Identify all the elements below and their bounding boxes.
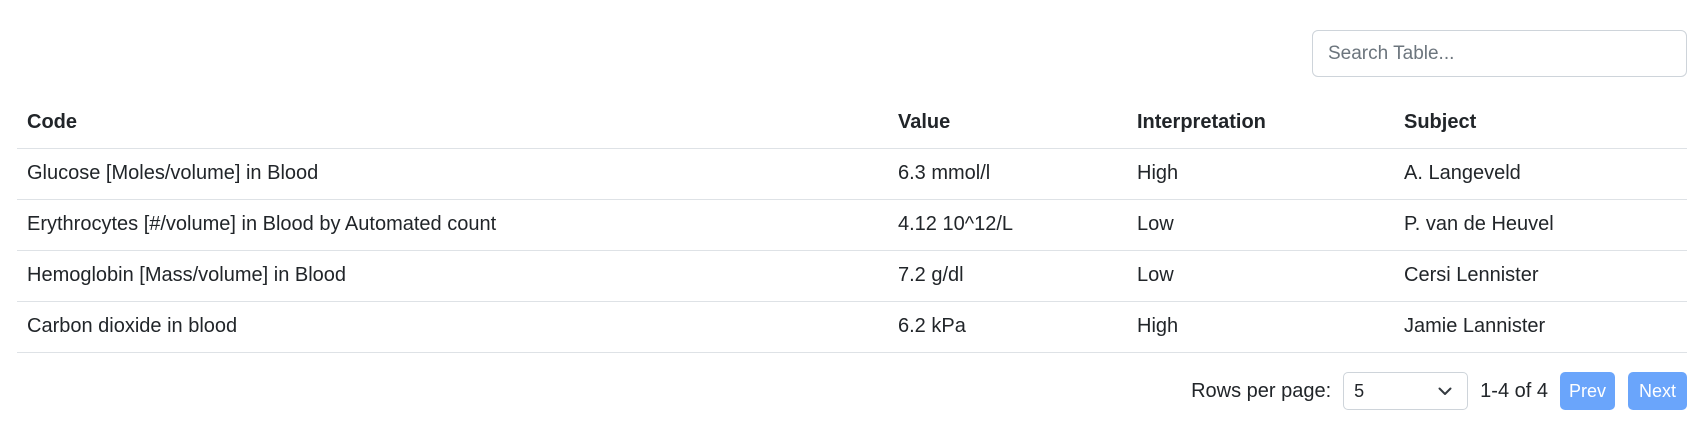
column-header-code[interactable]: Code	[17, 97, 888, 149]
table-row[interactable]: Erythrocytes [#/volume] in Blood by Auto…	[17, 199, 1687, 251]
table-row[interactable]: Hemoglobin [Mass/volume] in Blood 7.2 g/…	[17, 250, 1687, 302]
cell-interpretation: High	[1127, 148, 1394, 200]
cell-interpretation: High	[1127, 301, 1394, 353]
next-button[interactable]: Next	[1628, 372, 1687, 410]
cell-code: Glucose [Moles/volume] in Blood	[17, 148, 888, 200]
cell-subject: P. van de Heuvel	[1394, 199, 1687, 251]
table-header: Code Value Interpretation Subject	[17, 97, 1687, 149]
table-row[interactable]: Glucose [Moles/volume] in Blood 6.3 mmol…	[17, 148, 1687, 200]
rows-per-page-label: Rows per page:	[1191, 379, 1332, 402]
search-input[interactable]	[1312, 30, 1687, 77]
header-row: Code Value Interpretation Subject	[17, 97, 1687, 149]
cell-subject: A. Langeveld	[1394, 148, 1687, 200]
column-header-subject[interactable]: Subject	[1394, 97, 1687, 149]
cell-interpretation: Low	[1127, 199, 1394, 251]
column-header-value[interactable]: Value	[888, 97, 1127, 149]
page-range-label: 1-4 of 4	[1480, 379, 1548, 402]
cell-subject: Cersi Lennister	[1394, 250, 1687, 302]
table-body: Glucose [Moles/volume] in Blood 6.3 mmol…	[17, 148, 1687, 353]
chevron-down-icon	[1438, 387, 1452, 395]
column-header-interpretation[interactable]: Interpretation	[1127, 97, 1394, 149]
cell-subject: Jamie Lannister	[1394, 301, 1687, 353]
cell-code: Erythrocytes [#/volume] in Blood by Auto…	[17, 199, 888, 251]
data-table: Code Value Interpretation Subject Glucos…	[17, 97, 1687, 353]
rows-per-page-select[interactable]: 5	[1343, 372, 1469, 410]
cell-interpretation: Low	[1127, 250, 1394, 302]
cell-code: Hemoglobin [Mass/volume] in Blood	[17, 250, 888, 302]
prev-button[interactable]: Prev	[1560, 372, 1615, 410]
cell-value: 6.3 mmol/l	[888, 148, 1127, 200]
cell-code: Carbon dioxide in blood	[17, 301, 888, 353]
rows-per-page-value: 5	[1354, 380, 1365, 401]
pagination-bar: Rows per page: 5 1-4 of 4 Prev Next	[1191, 372, 1687, 410]
table-row[interactable]: Carbon dioxide in blood 6.2 kPa High Jam…	[17, 301, 1687, 353]
cell-value: 4.12 10^12/L	[888, 199, 1127, 251]
cell-value: 6.2 kPa	[888, 301, 1127, 353]
cell-value: 7.2 g/dl	[888, 250, 1127, 302]
